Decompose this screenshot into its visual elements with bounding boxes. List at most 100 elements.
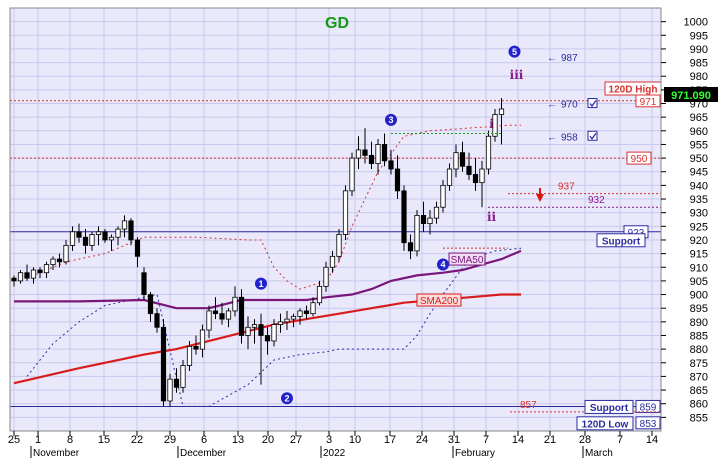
sma50-label: SMA50 bbox=[451, 255, 484, 266]
candle bbox=[128, 218, 134, 246]
candle bbox=[258, 313, 264, 385]
level-box-950 bbox=[626, 151, 652, 165]
y-tick-label: 865 bbox=[690, 385, 708, 397]
chart-title: GD bbox=[325, 15, 349, 32]
candle bbox=[167, 373, 173, 407]
grid bbox=[10, 8, 661, 431]
wave-label-4: 4 bbox=[440, 260, 445, 270]
candle-body-up bbox=[349, 157, 355, 192]
level-label-853: 853 bbox=[640, 419, 657, 430]
month-label: December bbox=[180, 448, 227, 459]
candle-body-up bbox=[492, 114, 498, 137]
y-tick-label: 860 bbox=[690, 399, 708, 411]
checkbox-icon bbox=[587, 98, 598, 109]
candle bbox=[212, 297, 219, 320]
candle-body-down bbox=[82, 236, 89, 246]
candle-body-down bbox=[173, 378, 180, 388]
candle-body-up bbox=[89, 234, 95, 246]
wave-label-2: 2 bbox=[284, 393, 289, 403]
sma200-box bbox=[416, 293, 462, 307]
candle-body-down bbox=[154, 313, 160, 328]
x-tick-label: 13 bbox=[232, 434, 244, 446]
candle bbox=[160, 319, 167, 407]
candle-body-up bbox=[95, 231, 102, 235]
candle bbox=[245, 316, 251, 350]
level-label-950: 950 bbox=[631, 154, 648, 165]
wave-label-5: 5 bbox=[512, 47, 517, 57]
candle-body-up bbox=[121, 220, 128, 230]
target-arrow-icon: ← bbox=[547, 53, 557, 64]
candle bbox=[284, 310, 290, 331]
y-tick-label: 920 bbox=[690, 235, 708, 247]
candle bbox=[232, 286, 238, 317]
y-tick-label: 950 bbox=[690, 153, 708, 165]
candle-body-down bbox=[102, 231, 108, 241]
candle-body-down bbox=[160, 326, 167, 402]
candle-body-down bbox=[401, 190, 407, 244]
candle-body-down bbox=[420, 215, 427, 224]
candle bbox=[11, 275, 17, 287]
y-tick-label: 905 bbox=[690, 276, 708, 288]
candle-body-down bbox=[24, 272, 30, 279]
candle-body-down bbox=[141, 272, 147, 295]
candle bbox=[180, 360, 186, 393]
bollinger-bands bbox=[26, 124, 522, 407]
x-tick-label: 14 bbox=[646, 434, 658, 446]
candle bbox=[479, 160, 485, 208]
candle-body-down bbox=[368, 154, 375, 164]
wave-label-3: 3 bbox=[388, 115, 393, 125]
support-label-upper: Support bbox=[602, 236, 641, 247]
target-label: 958 bbox=[561, 132, 578, 143]
candle bbox=[277, 313, 284, 333]
candle bbox=[108, 234, 115, 251]
candle bbox=[420, 201, 427, 232]
candle bbox=[407, 234, 414, 260]
wave-marker-2 bbox=[281, 392, 293, 405]
candle bbox=[329, 250, 336, 273]
support-box-upper bbox=[596, 233, 646, 248]
candle-body-up bbox=[69, 231, 76, 246]
candle bbox=[82, 229, 89, 254]
candle bbox=[238, 289, 245, 344]
candle bbox=[56, 253, 63, 268]
y-tick-label: 855 bbox=[690, 412, 708, 424]
checkmark-icon bbox=[589, 100, 597, 108]
candle-body-down bbox=[128, 220, 134, 241]
x-tick-label: 29 bbox=[164, 434, 176, 446]
low120-label: 120D Low bbox=[582, 419, 629, 430]
candle-body-up bbox=[323, 266, 329, 287]
candle-body-down bbox=[134, 239, 141, 257]
candle bbox=[271, 319, 277, 347]
candle-body-up bbox=[199, 329, 206, 350]
x-tick-label: 15 bbox=[98, 434, 110, 446]
candle-body-up bbox=[355, 149, 362, 159]
candle-body-up bbox=[342, 190, 349, 235]
candle bbox=[316, 280, 323, 306]
candle bbox=[381, 133, 388, 167]
x-tick-label: 27 bbox=[290, 434, 302, 446]
candle-body-up bbox=[180, 365, 186, 388]
x-tick-label: 31 bbox=[448, 434, 460, 446]
candle-body-up bbox=[245, 326, 251, 336]
y-tick-label: 990 bbox=[690, 44, 708, 56]
candle-body-up bbox=[167, 378, 173, 402]
y-tick-label: 880 bbox=[690, 344, 708, 356]
level-label-937: 937 bbox=[558, 182, 575, 193]
y-tick-label: 995 bbox=[690, 30, 708, 42]
candle-body-up bbox=[498, 108, 505, 115]
y-tick-label: 1000 bbox=[684, 17, 708, 29]
x-tick-label: 6 bbox=[201, 434, 207, 446]
candle-body-down bbox=[219, 313, 225, 320]
x-tick-label: 8 bbox=[67, 434, 73, 446]
candles bbox=[11, 98, 505, 407]
candle bbox=[30, 267, 37, 284]
candle-body-up bbox=[225, 310, 232, 320]
x-tick-label: 17 bbox=[384, 434, 396, 446]
wave-marker-3 bbox=[385, 113, 397, 126]
candle-body-up bbox=[30, 269, 37, 279]
candle-body-up bbox=[414, 215, 420, 252]
candle-body-up bbox=[453, 152, 459, 170]
candle bbox=[115, 226, 121, 246]
checkmark-icon bbox=[589, 132, 597, 140]
y-tick-label: 985 bbox=[690, 58, 708, 70]
